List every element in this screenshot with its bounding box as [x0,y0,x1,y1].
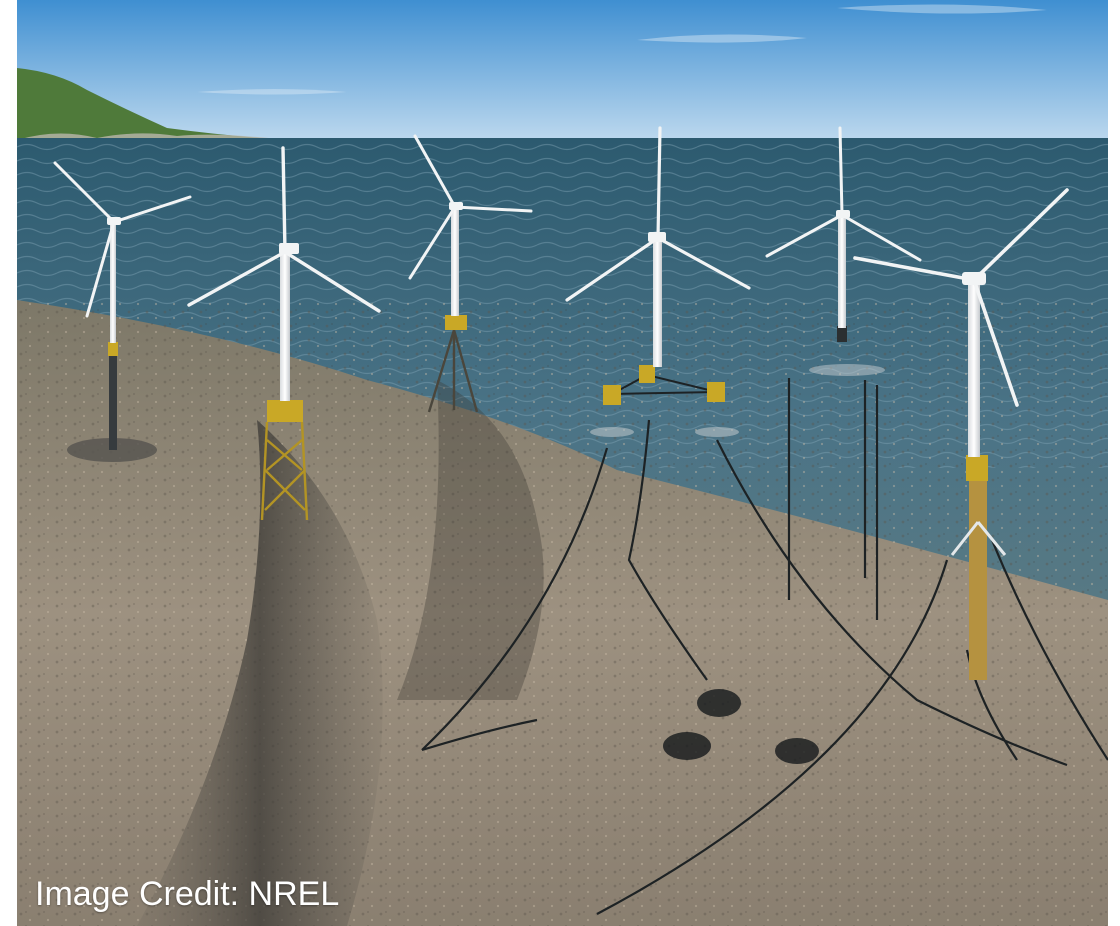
image-frame [17,0,1108,926]
anchor-shadow [697,689,741,717]
seabed-slope [137,420,383,926]
coastal-hill [17,68,287,150]
image-credit: Image Credit: NREL [35,875,340,913]
wind-turbine-icon [565,126,751,437]
cloud [837,4,1047,14]
offshore-wind-scene [17,0,1108,926]
seabed-slope [397,380,544,700]
anchor-shadow [663,732,711,760]
cloud [637,34,807,43]
seabed-texture [17,300,1108,926]
cloud [197,89,347,95]
wind-turbine-icon [853,188,1069,680]
wind-turbine-icon [187,146,381,521]
wind-turbine-icon [53,161,192,462]
anchor-shadow [775,738,819,764]
mooring-lines [421,378,1108,915]
wind-turbine-icon [408,134,533,413]
sky [17,0,1108,140]
wind-turbine-icon [765,126,922,376]
